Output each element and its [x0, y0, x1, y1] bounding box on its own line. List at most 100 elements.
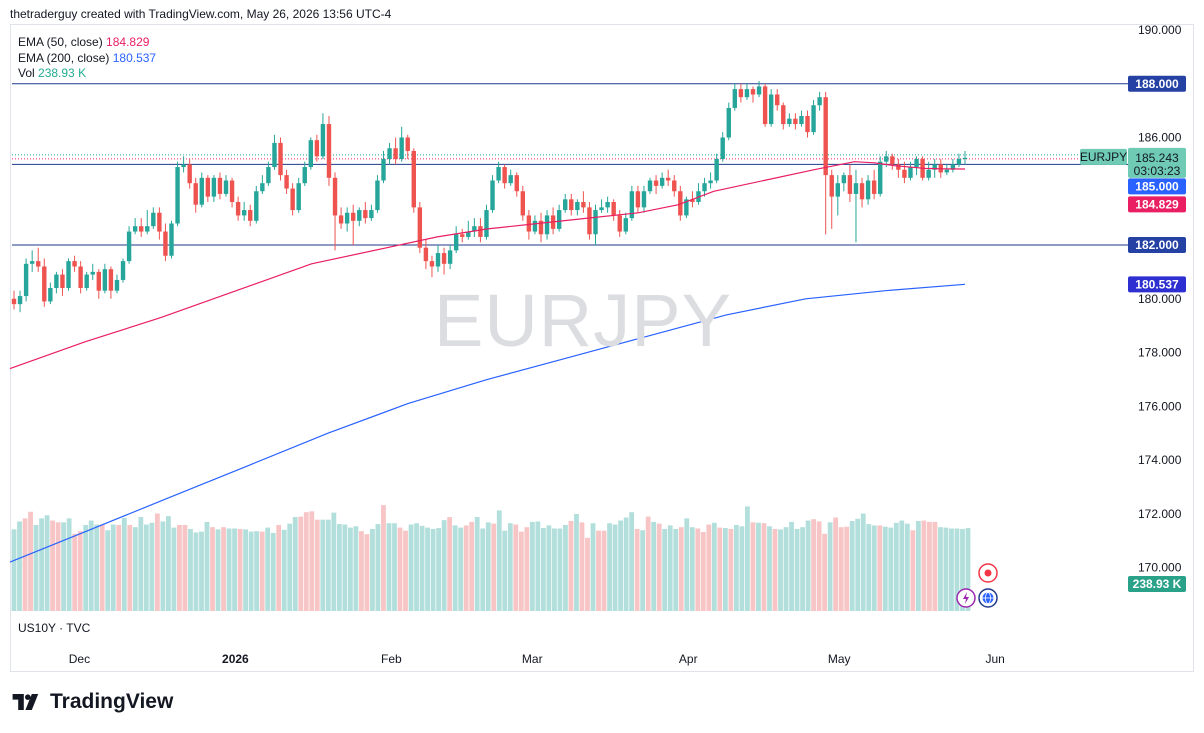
candle[interactable] — [217, 172, 223, 200]
candle[interactable] — [17, 290, 23, 313]
candle[interactable] — [199, 172, 204, 208]
candle[interactable] — [66, 258, 71, 291]
candle[interactable] — [126, 226, 132, 264]
candle[interactable] — [793, 113, 798, 130]
candle[interactable] — [447, 245, 453, 270]
candle[interactable] — [54, 271, 59, 294]
candle[interactable] — [460, 228, 465, 243]
candle[interactable] — [726, 102, 731, 141]
candle[interactable] — [29, 250, 35, 272]
symbol-tag[interactable]: EURJPY — [1080, 148, 1127, 165]
candle[interactable] — [563, 193, 568, 213]
tradingview-logo[interactable]: TradingView — [12, 690, 173, 714]
candle[interactable] — [375, 175, 380, 213]
candle[interactable] — [42, 258, 47, 307]
candle[interactable] — [114, 274, 120, 294]
ema50-badge[interactable]: 184.829 — [1128, 196, 1186, 213]
candle[interactable] — [865, 175, 871, 205]
candle[interactable] — [102, 263, 108, 294]
price-badge-185[interactable]: 185.000 — [1128, 178, 1186, 195]
candle[interactable] — [357, 207, 362, 227]
candle[interactable] — [514, 172, 519, 197]
candle[interactable] — [823, 91, 828, 235]
candle[interactable] — [235, 196, 241, 221]
candle[interactable] — [750, 86, 756, 103]
candle[interactable] — [132, 218, 138, 235]
candle[interactable] — [423, 239, 429, 270]
candle[interactable] — [659, 172, 665, 189]
candle[interactable] — [520, 185, 526, 221]
candle[interactable] — [768, 89, 774, 127]
candle[interactable] — [508, 169, 513, 186]
candle[interactable] — [653, 175, 659, 194]
candle[interactable] — [96, 269, 102, 299]
candle[interactable] — [175, 161, 180, 227]
candle[interactable] — [405, 134, 410, 159]
candle[interactable] — [417, 202, 423, 254]
candle[interactable] — [187, 159, 192, 189]
candle[interactable] — [817, 91, 822, 111]
candle[interactable] — [702, 177, 707, 197]
candle[interactable] — [847, 164, 853, 202]
candle[interactable] — [466, 220, 471, 240]
price-badge-188[interactable]: 188.000 — [1128, 75, 1186, 92]
candle[interactable] — [429, 255, 435, 278]
candle[interactable] — [805, 110, 810, 138]
candle[interactable] — [120, 258, 126, 283]
candle[interactable] — [890, 153, 895, 170]
candle[interactable] — [399, 126, 404, 162]
candle[interactable] — [302, 161, 307, 186]
price-badge-182[interactable]: 182.000 — [1128, 237, 1186, 253]
candle[interactable] — [756, 81, 762, 98]
candle[interactable] — [260, 175, 265, 194]
candle[interactable] — [914, 156, 919, 176]
candle[interactable] — [708, 172, 713, 189]
volume-badge[interactable]: 238.93 K — [1128, 576, 1186, 592]
candle[interactable] — [841, 172, 847, 192]
candle[interactable] — [762, 83, 768, 127]
candle[interactable] — [684, 196, 689, 219]
candle[interactable] — [320, 113, 326, 159]
candle[interactable] — [308, 137, 314, 170]
candle[interactable] — [108, 266, 114, 299]
candle[interactable] — [332, 172, 338, 251]
candle[interactable] — [387, 142, 392, 165]
candle[interactable] — [593, 204, 598, 245]
candle[interactable] — [538, 212, 544, 243]
ema50-line[interactable] — [9, 161, 966, 370]
candle[interactable] — [193, 177, 198, 213]
candle[interactable] — [799, 110, 804, 127]
candle[interactable] — [647, 177, 653, 194]
candle[interactable] — [472, 218, 477, 237]
candle[interactable] — [163, 223, 168, 262]
candle[interactable] — [363, 202, 368, 224]
candle[interactable] — [956, 153, 962, 168]
candle[interactable] — [569, 193, 574, 216]
candle[interactable] — [338, 207, 344, 229]
candle[interactable] — [441, 247, 447, 275]
candle[interactable] — [369, 204, 374, 221]
candle[interactable] — [581, 191, 586, 213]
candle[interactable] — [284, 169, 289, 194]
candle[interactable] — [344, 207, 350, 232]
candle[interactable] — [278, 137, 283, 181]
candle[interactable] — [944, 164, 950, 176]
candle[interactable] — [484, 204, 489, 240]
candle[interactable] — [877, 156, 883, 197]
candle[interactable] — [90, 263, 95, 280]
candle[interactable] — [169, 220, 174, 259]
candle[interactable] — [605, 196, 610, 213]
globe-icon[interactable] — [978, 588, 998, 608]
candle[interactable] — [229, 177, 235, 208]
candle[interactable] — [60, 269, 65, 297]
candle[interactable] — [72, 255, 77, 272]
candle[interactable] — [48, 282, 53, 305]
candle[interactable] — [787, 113, 792, 127]
candle[interactable] — [411, 148, 416, 213]
candle[interactable] — [587, 202, 592, 240]
candle[interactable] — [829, 169, 834, 229]
candle[interactable] — [575, 199, 580, 216]
candle[interactable] — [781, 102, 786, 130]
candle[interactable] — [272, 134, 277, 170]
